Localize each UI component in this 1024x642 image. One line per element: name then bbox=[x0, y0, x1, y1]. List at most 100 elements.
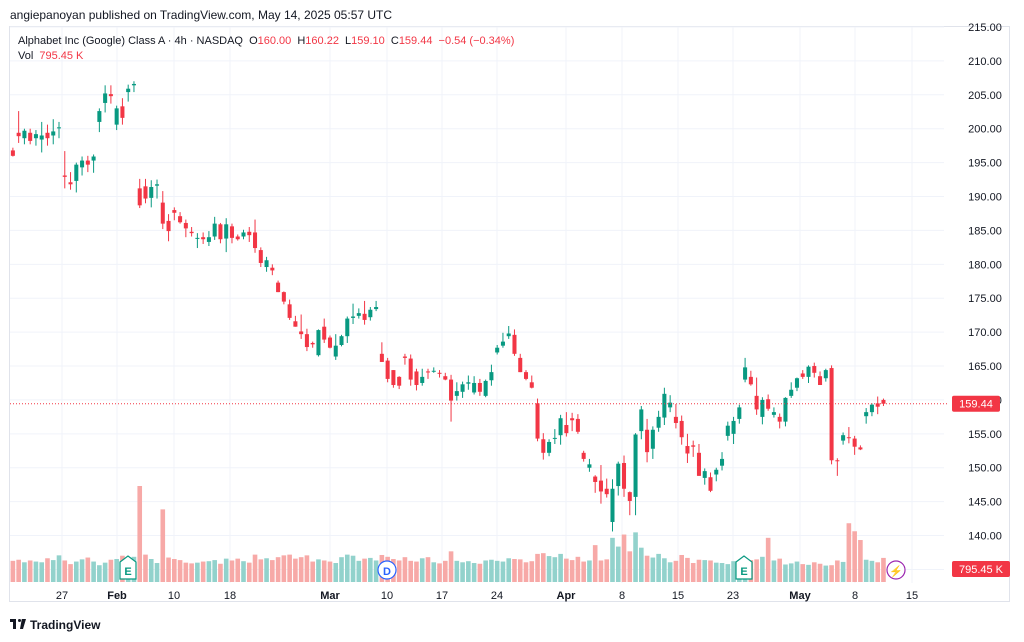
volume-bar bbox=[437, 563, 442, 582]
candle-body bbox=[385, 360, 390, 379]
candle-body bbox=[108, 94, 113, 97]
chart-legend: Alphabet Inc (Google) Class A · 4h · NAS… bbox=[18, 34, 517, 64]
volume-bar bbox=[270, 560, 275, 582]
candle-body bbox=[160, 202, 165, 224]
volume-bar bbox=[656, 553, 661, 582]
volume-bar bbox=[454, 560, 460, 582]
volume-bar bbox=[154, 563, 160, 582]
candle-body bbox=[662, 393, 667, 418]
volume-bar bbox=[258, 559, 264, 582]
candle-body bbox=[846, 437, 851, 439]
candle-body bbox=[431, 370, 436, 372]
y-tick-label: 205.00 bbox=[968, 90, 1002, 102]
volume-bar bbox=[690, 563, 696, 582]
candle-body bbox=[570, 418, 575, 421]
candle-body bbox=[85, 160, 90, 165]
volume-bar bbox=[344, 554, 350, 582]
candle-body bbox=[425, 371, 431, 373]
close-label: C bbox=[390, 35, 399, 47]
dividend-icon[interactable]: D bbox=[377, 560, 397, 580]
candle-body bbox=[120, 106, 125, 118]
volume-bar bbox=[102, 562, 108, 582]
publisher-line: angiepanoyan published on TradingView.co… bbox=[10, 8, 393, 22]
candle-body bbox=[754, 395, 759, 410]
volume-bar bbox=[183, 562, 189, 582]
candle-body bbox=[737, 407, 742, 419]
volume-bar bbox=[333, 563, 339, 582]
candle-body bbox=[224, 224, 229, 239]
candle-body bbox=[397, 376, 402, 386]
earnings-icon[interactable]: E bbox=[119, 555, 137, 580]
lightning-icon[interactable]: ⚡ bbox=[886, 560, 906, 580]
candle-body bbox=[720, 458, 725, 466]
volume-bar bbox=[881, 557, 886, 582]
volume-bar bbox=[529, 561, 535, 582]
volume-bar bbox=[177, 560, 183, 582]
volume-bar bbox=[408, 560, 414, 582]
candle-body bbox=[616, 463, 621, 487]
volume-bar bbox=[667, 562, 673, 582]
candle-body bbox=[575, 418, 580, 432]
tradingview-footer[interactable]: TradingView bbox=[10, 618, 100, 632]
candle-body bbox=[166, 220, 171, 232]
volume-bar bbox=[200, 561, 206, 582]
volume-bar bbox=[206, 561, 212, 582]
x-tick-label: 15 bbox=[906, 590, 918, 602]
last-price-label: 159.44 bbox=[959, 399, 993, 411]
earnings-icon[interactable]: E bbox=[735, 555, 753, 580]
candle-body bbox=[304, 334, 309, 348]
brand-name: TradingView bbox=[30, 618, 101, 632]
x-tick-label: 8 bbox=[852, 590, 858, 602]
candle-body bbox=[691, 445, 696, 447]
candle-body bbox=[131, 83, 136, 86]
volume-bar bbox=[760, 556, 765, 582]
close-value: 159.44 bbox=[398, 35, 433, 47]
candle-body bbox=[10, 150, 15, 156]
volume-bar bbox=[91, 561, 96, 582]
volume-bar bbox=[794, 561, 800, 582]
x-tick-label: 10 bbox=[381, 590, 393, 602]
y-tick-label: 180.00 bbox=[968, 259, 1002, 271]
candle-body bbox=[800, 373, 805, 377]
volume-bar bbox=[22, 562, 27, 582]
volume-bar bbox=[195, 562, 200, 582]
candle-body bbox=[74, 164, 79, 181]
volume-bar bbox=[229, 560, 235, 582]
candle-body bbox=[829, 368, 834, 461]
volume-bar bbox=[218, 563, 223, 582]
candle-body bbox=[241, 232, 246, 237]
volume-bar bbox=[817, 563, 823, 582]
price-axis: 135.00140.00145.00150.00155.00160.00165.… bbox=[968, 22, 1002, 576]
candle-body bbox=[270, 267, 275, 271]
volume-bar bbox=[62, 560, 68, 582]
candle-body bbox=[598, 480, 603, 492]
candle-body bbox=[495, 347, 500, 353]
candle-body bbox=[281, 292, 286, 302]
volume-bar bbox=[489, 559, 494, 582]
candle-body bbox=[541, 439, 546, 453]
candle-body bbox=[379, 353, 384, 362]
volume-bar bbox=[368, 557, 373, 582]
candle-body bbox=[685, 446, 690, 454]
chart-grid bbox=[10, 26, 944, 583]
volume-bar bbox=[373, 560, 379, 582]
candle-body bbox=[552, 437, 557, 439]
volume-bar bbox=[494, 560, 500, 582]
candle-body bbox=[823, 370, 828, 379]
candle-body bbox=[771, 412, 776, 415]
candle-body bbox=[103, 93, 108, 103]
volume-bar bbox=[466, 561, 471, 582]
candle-body bbox=[178, 216, 183, 223]
change-value: −0.54 (−0.34%) bbox=[438, 35, 515, 47]
candle-body bbox=[437, 372, 442, 374]
volume-bar bbox=[350, 555, 356, 582]
volume-bar bbox=[777, 558, 782, 582]
volume-bar bbox=[685, 557, 690, 582]
candle-body bbox=[351, 316, 356, 318]
volume-bar bbox=[754, 559, 759, 582]
x-tick-label: 24 bbox=[491, 590, 503, 602]
volume-label: Vol bbox=[18, 50, 34, 62]
volume-bar bbox=[362, 558, 367, 582]
volume-bar bbox=[108, 559, 114, 582]
